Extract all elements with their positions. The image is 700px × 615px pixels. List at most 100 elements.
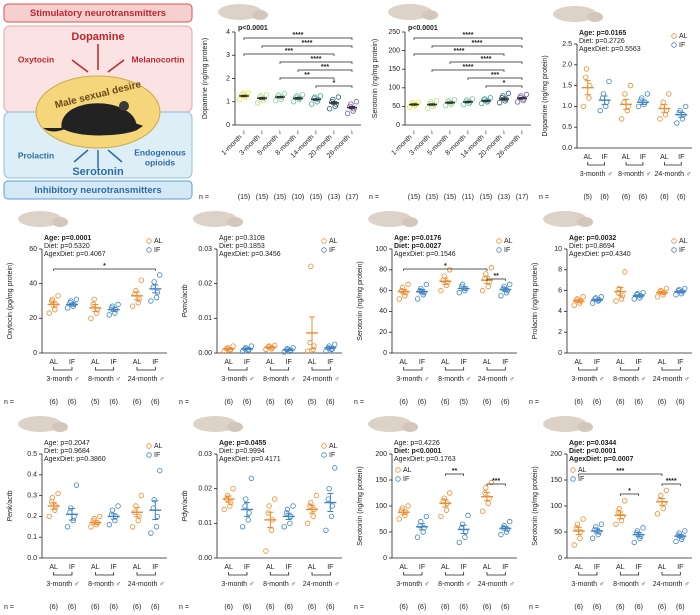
- group-bracket: [661, 367, 681, 371]
- brain-icon: [18, 416, 62, 432]
- data-point: [230, 485, 236, 492]
- group-label: 3-month ♂: [580, 171, 613, 178]
- y-tick-label: 150: [550, 477, 562, 484]
- stats-line: Diet: p=0.0027: [394, 243, 441, 250]
- y-tick-label: 1.5: [562, 82, 572, 89]
- data-point: [657, 116, 663, 122]
- error-bar: [244, 502, 250, 517]
- significance-label: ****: [293, 32, 304, 39]
- brain-icon: [587, 12, 603, 22]
- data-point: [317, 93, 324, 99]
- legend-marker: [496, 238, 502, 244]
- legend-marker: [395, 467, 401, 473]
- x-tick-label: IF: [419, 564, 425, 571]
- data-point: [640, 289, 646, 296]
- legend-label: IF: [154, 452, 160, 459]
- data-point: [583, 74, 589, 80]
- data-point: [396, 516, 402, 522]
- error-bar: [309, 505, 315, 514]
- legend-marker: [395, 476, 401, 482]
- error-bar: [285, 348, 292, 352]
- y-tick-label: 0.0: [562, 145, 572, 152]
- error-bar: [92, 303, 99, 312]
- data-point: [634, 528, 641, 534]
- data-point: [308, 499, 314, 506]
- data-point: [677, 107, 683, 114]
- data-point: [456, 289, 462, 296]
- group-bracket: [578, 572, 598, 576]
- brain-icon: [52, 422, 68, 432]
- x-tick-label: AL: [224, 359, 233, 366]
- n-label: (6): [399, 604, 408, 611]
- data-point: [485, 500, 491, 507]
- data-point: [138, 277, 145, 283]
- group-bracket: [619, 367, 640, 371]
- group-label: 8-month ♂: [613, 376, 646, 383]
- error-bar: [442, 277, 449, 285]
- legend-marker: [146, 452, 152, 458]
- legend-label: AL: [403, 467, 412, 474]
- n-caption: n =: [179, 399, 189, 406]
- data-point: [488, 265, 495, 271]
- data-point: [64, 305, 71, 311]
- y-tick-label: 200: [375, 451, 387, 458]
- top-header: [3, 3, 193, 23]
- brain-icon: [577, 217, 593, 227]
- group-label: 3-month ♂: [396, 581, 429, 588]
- significance-label: ***: [492, 478, 500, 485]
- data-point: [254, 100, 261, 106]
- error-bar: [617, 511, 624, 520]
- group-label: 24-month ♂: [478, 376, 515, 383]
- error-bar: [460, 524, 467, 535]
- y-tick-label: 0.5: [562, 124, 572, 131]
- data-point: [622, 498, 628, 504]
- n-label: (6): [326, 399, 335, 406]
- x-tick-label: AL: [658, 564, 667, 571]
- error-bar: [465, 100, 471, 104]
- group-bracket: [53, 572, 73, 576]
- data-point: [153, 524, 160, 530]
- n-label: (17): [346, 194, 358, 201]
- group-label: 24-month ♂: [128, 581, 165, 588]
- data-point: [577, 535, 583, 541]
- data-point: [64, 524, 71, 530]
- data-point: [571, 542, 577, 548]
- data-point: [328, 513, 335, 520]
- n-caption: n =: [369, 194, 379, 201]
- x-tick-label: AL: [399, 564, 408, 571]
- n-label: (6): [243, 399, 252, 406]
- error-bar: [639, 99, 646, 105]
- data-point: [55, 490, 61, 497]
- significance-bracket: [661, 483, 681, 486]
- error-bar: [623, 98, 630, 110]
- n-label: (5): [91, 399, 100, 406]
- x-tick-label: IF: [244, 359, 250, 366]
- x-tick-label: AL: [266, 359, 275, 366]
- stats-line: Age: p=0.0165: [579, 30, 626, 37]
- error-bar: [244, 347, 250, 351]
- group-bracket: [228, 367, 248, 371]
- n-label: (6): [133, 604, 142, 611]
- stats-line: Age: p=0.3108: [219, 235, 265, 242]
- brain-icon: [252, 10, 268, 20]
- data-point: [97, 513, 103, 520]
- error-bar: [92, 520, 99, 525]
- inhibitory-arrows: [73, 149, 123, 168]
- y-tick-label: 0.01: [198, 520, 212, 527]
- legend-marker: [496, 247, 502, 253]
- brain-icon: [553, 6, 597, 22]
- data-point: [91, 296, 97, 302]
- n-label: (6): [459, 604, 468, 611]
- y-tick-label: 0.02: [198, 486, 212, 493]
- legend-label: AL: [679, 238, 688, 245]
- significance-label: ****: [463, 32, 474, 39]
- legend-label: IF: [403, 476, 409, 483]
- error-bar: [327, 493, 334, 513]
- significance-label: ****: [302, 40, 313, 47]
- data-point: [151, 497, 157, 503]
- error-bar: [594, 528, 600, 534]
- y-tick-label: 2: [558, 329, 562, 336]
- x-tick-label: IF: [502, 359, 508, 366]
- data-point: [109, 303, 116, 309]
